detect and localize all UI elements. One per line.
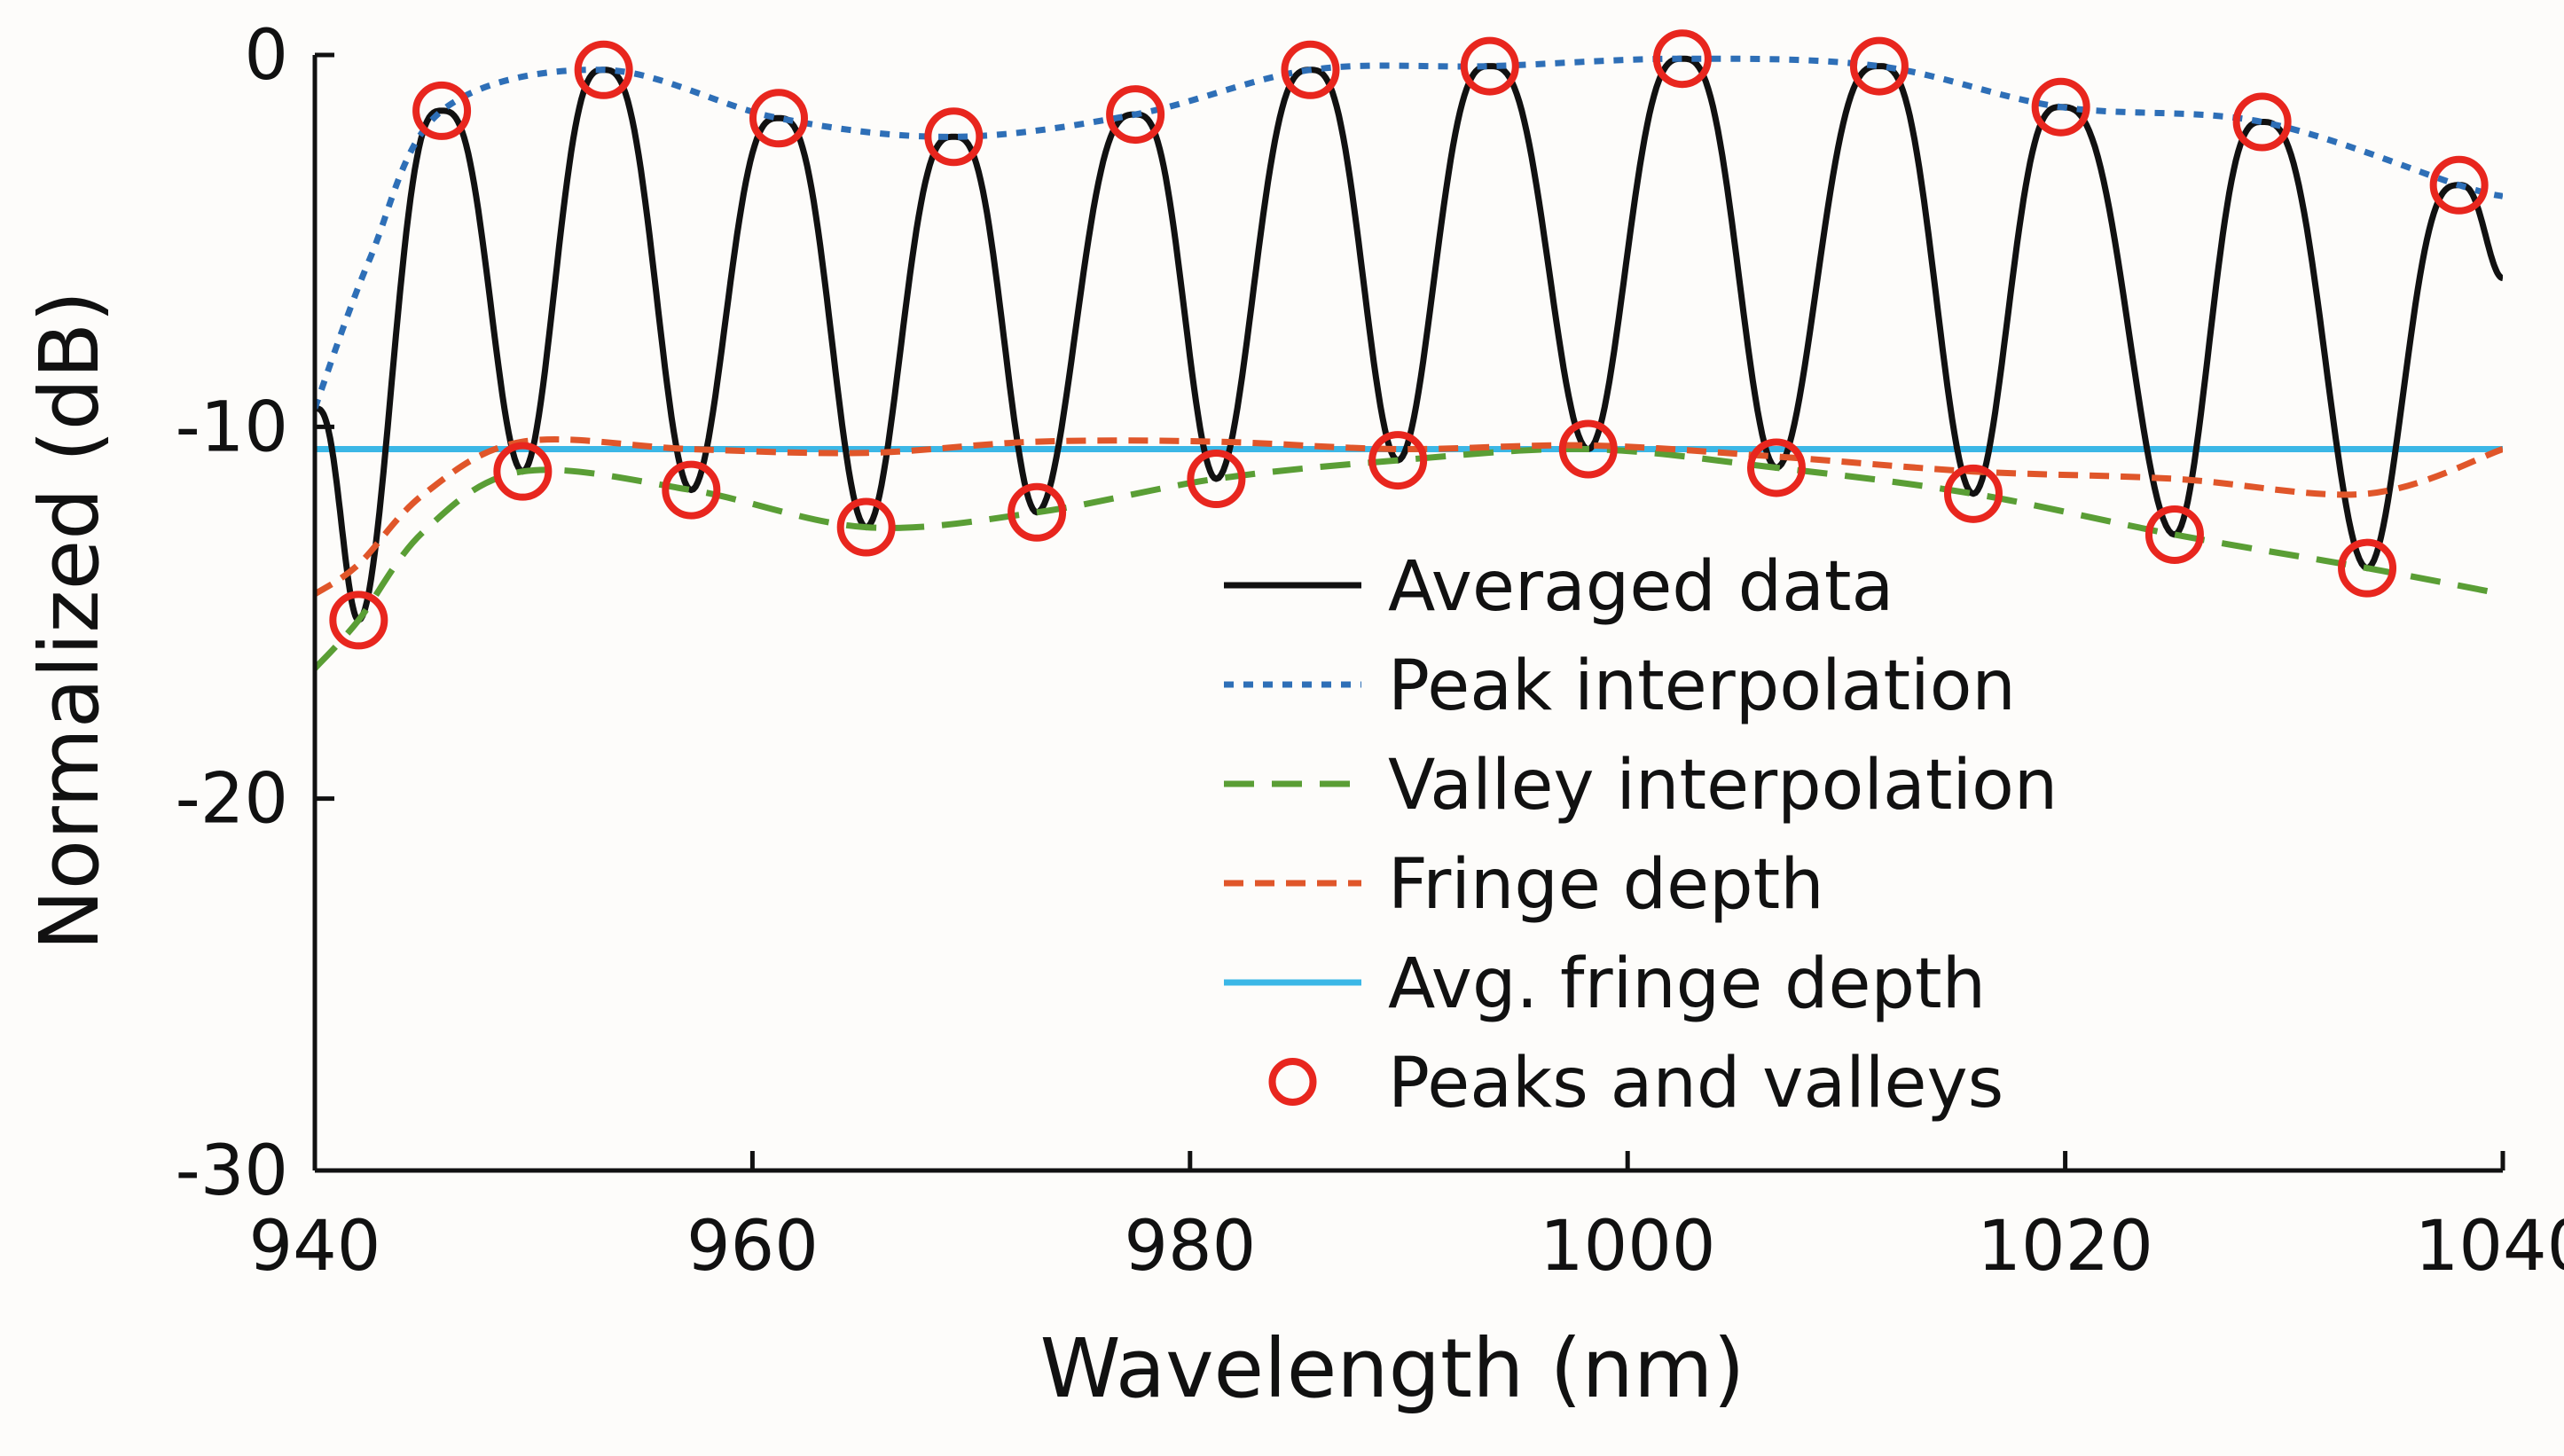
valley-marker: [1368, 431, 1428, 490]
x-tick-label: 940: [249, 1207, 381, 1287]
x-tick-label: 980: [1124, 1207, 1256, 1287]
series-fringe-depth-line: [315, 436, 2503, 597]
peak-marker: [1652, 29, 1712, 89]
valley-marker: [662, 460, 721, 520]
valley-marker: [2338, 538, 2397, 598]
y-tick-label: -30: [176, 1131, 288, 1211]
legend-label: Peak interpolation: [1388, 646, 2016, 726]
series-peak-interpolation-line: [315, 55, 2503, 410]
valley-marker: [836, 497, 896, 557]
peak-marker: [924, 107, 984, 167]
valley-marker: [1008, 482, 1067, 542]
y-tick-label: -20: [176, 760, 288, 840]
peak-marker: [412, 81, 472, 140]
legend-label: Avg. fringe depth: [1388, 944, 1986, 1024]
legend-label: Valley interpolation: [1388, 746, 2058, 826]
legend: Averaged data Peak interpolation Valley in…: [1224, 547, 2058, 1123]
series-valley-interpolation-line: [315, 445, 2503, 671]
x-tick-label: 1000: [1540, 1207, 1716, 1287]
peak-marker: [2031, 77, 2090, 137]
legend-swatch: [1268, 1058, 1317, 1106]
peak-marker: [1849, 36, 1909, 96]
peak-marker: [1281, 40, 1340, 99]
plot-lines: [315, 55, 2503, 671]
peak-marker: [2232, 92, 2292, 152]
peak-marker: [1460, 36, 1519, 96]
series-averaged-data-line: [315, 55, 2503, 623]
y-tick-label: 0: [244, 16, 288, 96]
peak-marker: [574, 40, 633, 99]
valley-marker: [1746, 438, 1806, 497]
axes: [312, 55, 2503, 1173]
peak-marker: [1106, 85, 1165, 145]
plot-markers: [329, 29, 2489, 650]
valley-marker: [1558, 419, 1618, 479]
y-axis-title: Normalized (dB): [22, 291, 117, 951]
x-tick-label: 960: [686, 1207, 819, 1287]
y-tick-label: -10: [176, 387, 288, 467]
legend-label: Fringe depth: [1388, 845, 1824, 925]
valley-marker: [2145, 505, 2204, 564]
valley-marker: [1943, 464, 2003, 523]
x-axis-title: Wavelength (nm): [1040, 1321, 1745, 1416]
x-tick-label: 1020: [1977, 1207, 2153, 1287]
legend-label: Peaks and valleys: [1388, 1044, 2003, 1123]
valley-marker: [329, 591, 388, 650]
peak-marker: [749, 89, 809, 148]
peak-marker: [2429, 155, 2489, 215]
legend-label: Averaged data: [1388, 547, 1894, 627]
valley-marker: [1187, 450, 1246, 509]
valley-marker: [493, 442, 553, 501]
